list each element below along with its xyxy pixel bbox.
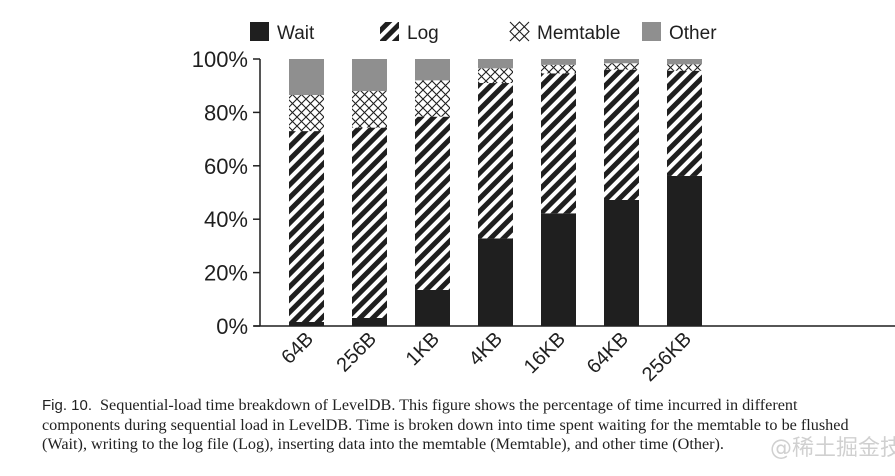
- legend-item-memtable: Memtable: [509, 21, 620, 44]
- bar-memtable-64b: [289, 95, 324, 132]
- legend-label: Memtable: [537, 23, 620, 44]
- bar-wait-4kb: [478, 238, 513, 326]
- legend-label: Wait: [277, 23, 315, 44]
- y-tick-label: 20%: [204, 261, 248, 286]
- bar-other-64b: [289, 59, 324, 96]
- bar-memtable-4kb: [478, 68, 513, 84]
- bar-wait-64b: [289, 321, 324, 326]
- bar-log-1kb: [415, 116, 450, 290]
- y-tick-label: 60%: [204, 154, 248, 179]
- bar-wait-1kb: [415, 289, 450, 326]
- bar-other-16kb: [541, 59, 576, 65]
- x-tick-label: 256KB: [638, 328, 696, 386]
- x-tick-label: 4KB: [465, 328, 507, 370]
- bar-wait-16kb: [541, 213, 576, 326]
- y-tick-label: 0%: [216, 314, 248, 339]
- x-tick-labels: 64B 256B 1KB 4KB 16KB 64KB 256KB: [277, 328, 696, 386]
- bar-memtable-256b: [352, 91, 387, 128]
- y-tick-label: 40%: [204, 207, 248, 232]
- y-tick-label: 80%: [204, 100, 248, 125]
- stacked-bar-chart: Wait Log Memtable Other 0%20%40%60%80%100% …: [192, 21, 895, 386]
- y-tick-label: 100%: [192, 47, 248, 72]
- bar-log-64kb: [604, 69, 639, 200]
- legend-label: Other: [669, 23, 717, 44]
- x-tick-label: 1KB: [402, 328, 444, 370]
- legend-swatch: [380, 22, 399, 41]
- bar-log-256kb: [667, 70, 702, 176]
- bar-other-256b: [352, 59, 387, 92]
- axes: 0% 20% 40% 60% 80% 100%: [192, 47, 895, 339]
- legend-label: Log: [407, 23, 439, 44]
- legend: Wait Log Memtable Other: [250, 21, 717, 44]
- bar-other-1kb: [415, 59, 450, 81]
- bar-log-16kb: [541, 73, 576, 214]
- bar-log-4kb: [478, 83, 513, 239]
- bar-other-256kb: [667, 59, 702, 65]
- caption-text: Sequential-load time breakdown of LevelD…: [42, 396, 849, 453]
- legend-swatch: [642, 22, 661, 41]
- legend-swatch: [250, 22, 269, 41]
- legend-swatch: [509, 21, 530, 42]
- bar-log-64b: [289, 131, 324, 322]
- figure-label: Fig. 10.: [42, 397, 93, 414]
- bar-other-4kb: [478, 59, 513, 69]
- bar-memtable-64kb: [604, 63, 639, 70]
- bar-wait-256kb: [667, 175, 702, 326]
- x-tick-label: 64B: [277, 328, 318, 369]
- bar-log-256b: [352, 127, 387, 318]
- bar-memtable-1kb: [415, 80, 450, 117]
- bar-memtable-256kb: [667, 64, 702, 71]
- bar-wait-256b: [352, 317, 387, 326]
- x-tick-label: 256B: [332, 328, 381, 377]
- x-tick-label: 64KB: [583, 328, 633, 378]
- legend-item-log: Log: [380, 22, 439, 44]
- bars: [289, 59, 702, 326]
- legend-item-wait: Wait: [250, 22, 315, 44]
- x-tick-label: 16KB: [520, 328, 570, 378]
- figure-caption: Fig. 10. Sequential-load time breakdown o…: [42, 396, 872, 453]
- bar-memtable-16kb: [541, 64, 576, 74]
- bar-wait-64kb: [604, 199, 639, 326]
- legend-item-other: Other: [642, 22, 717, 44]
- watermark: @稀土掘金技术社区: [770, 436, 895, 461]
- bar-other-64kb: [604, 59, 639, 64]
